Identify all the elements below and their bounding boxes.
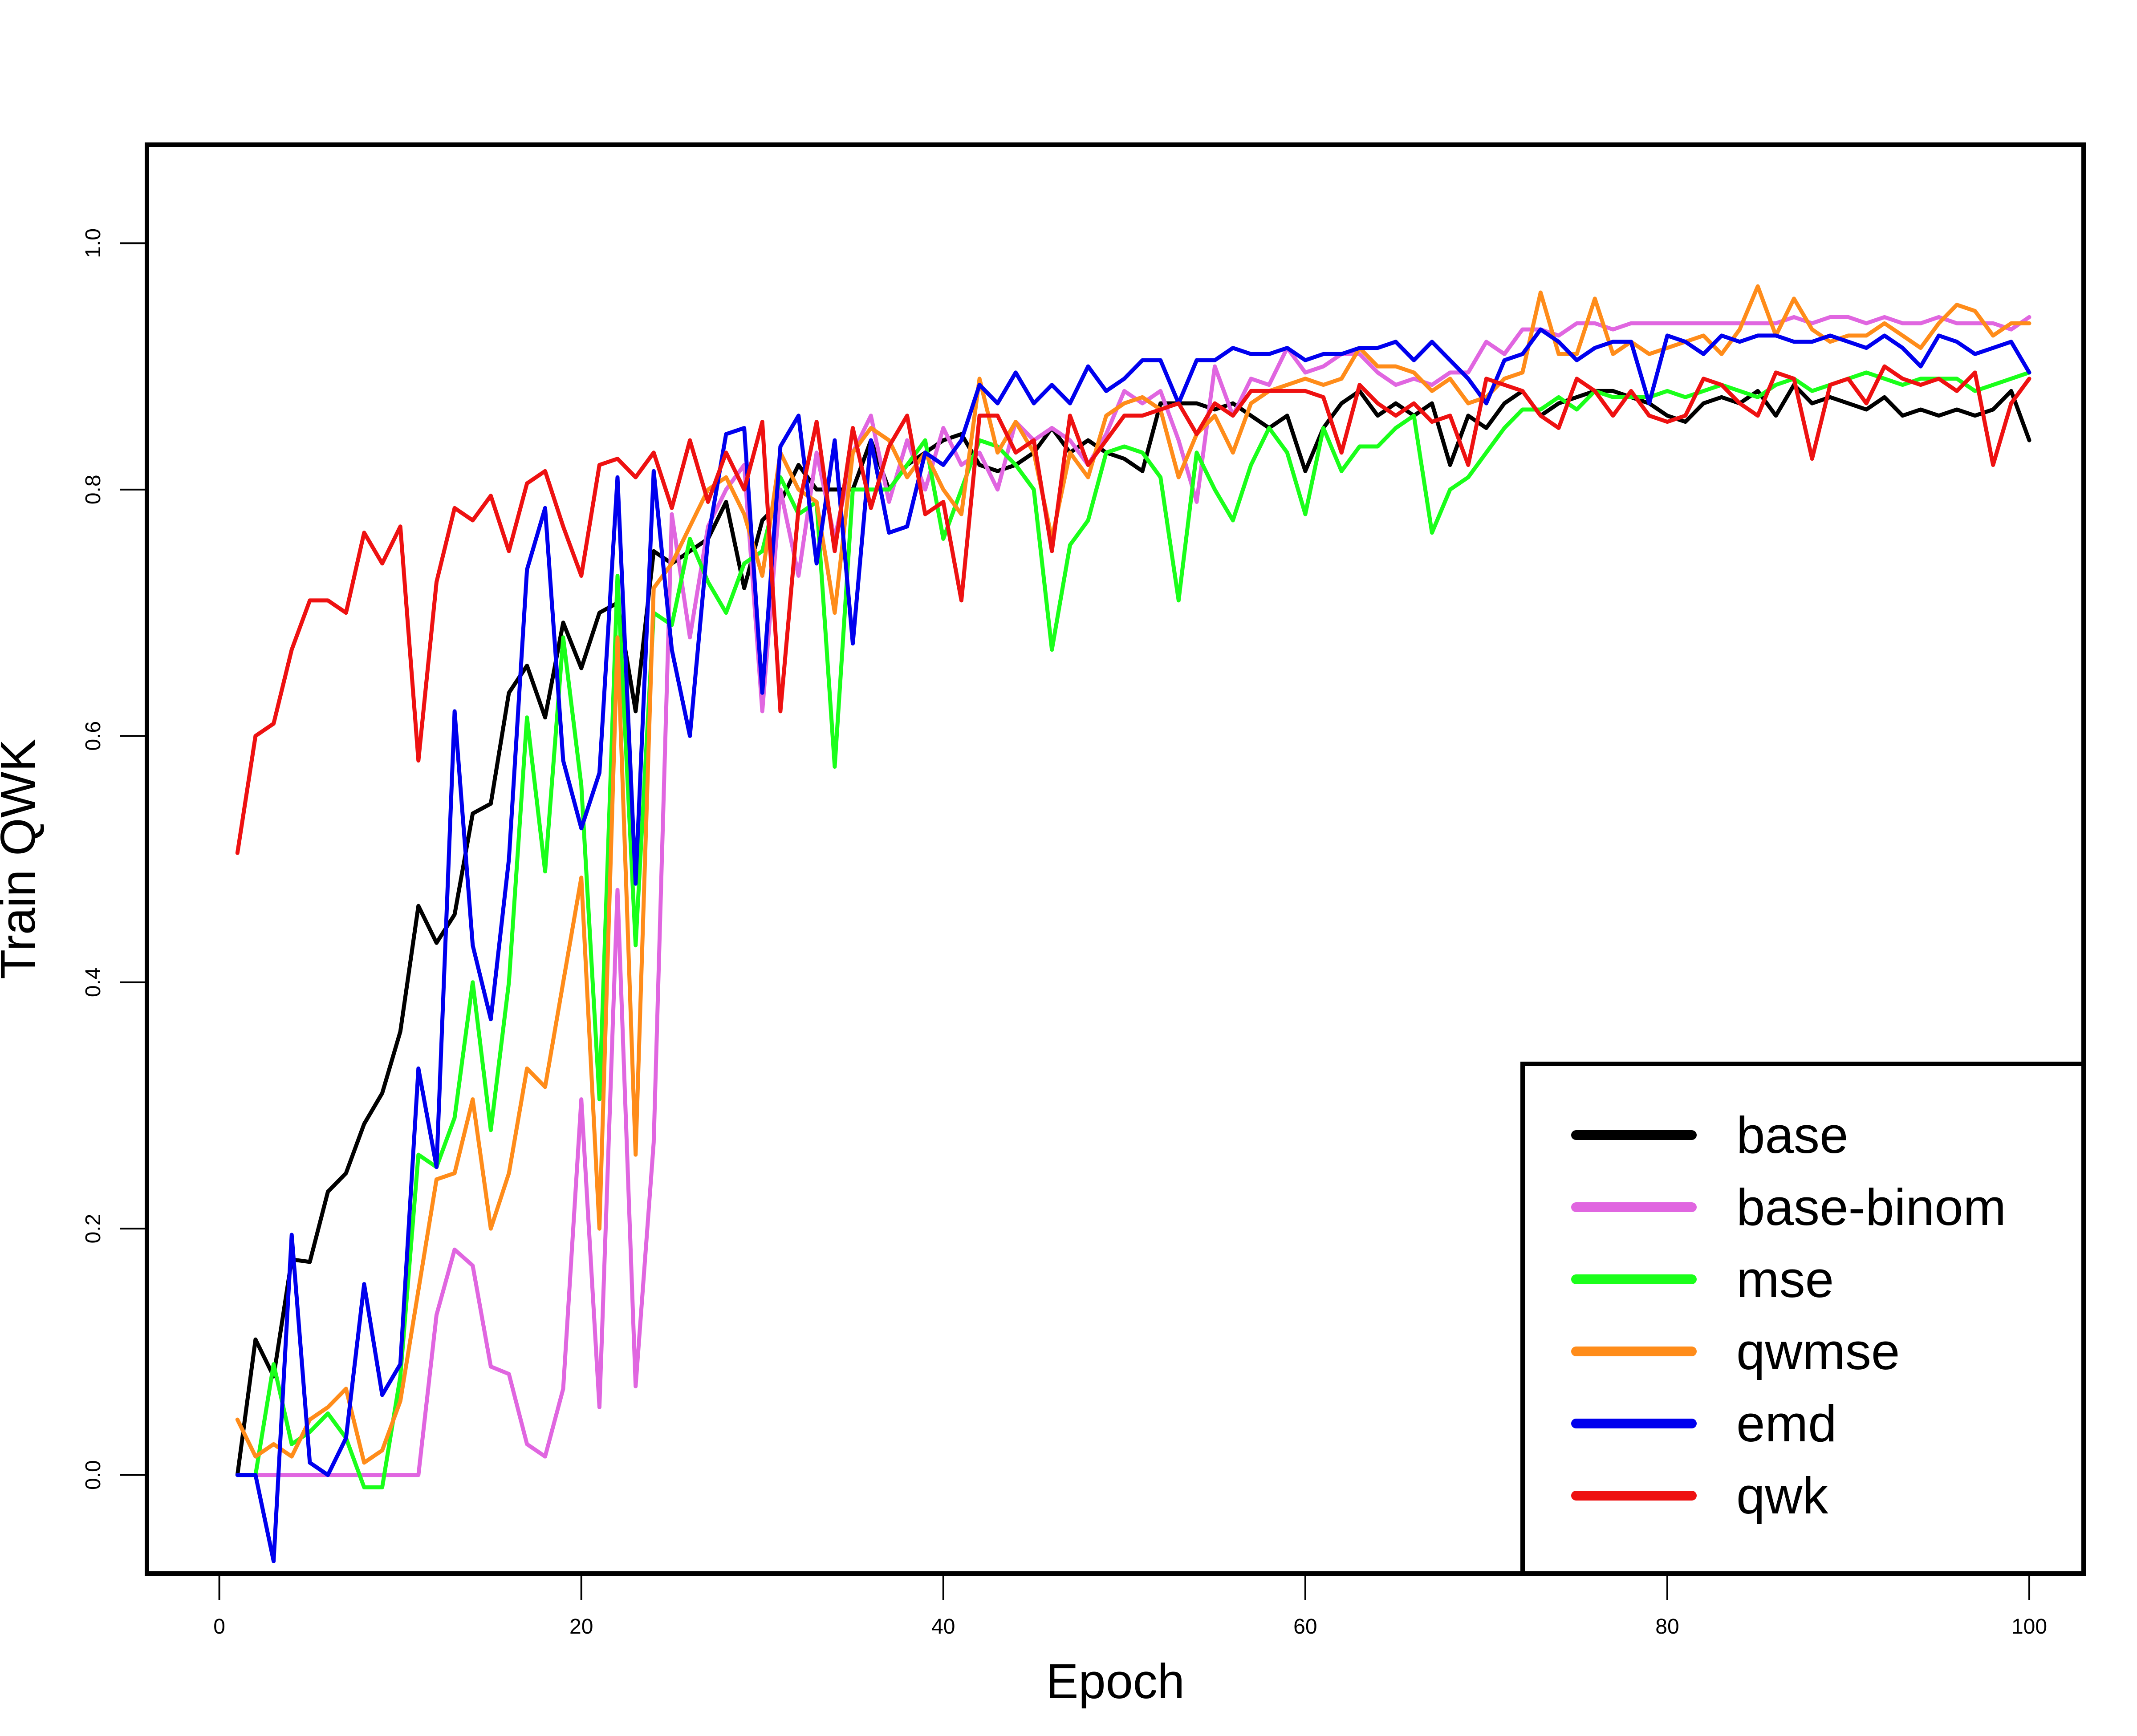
x-tick-label: 40 — [931, 1615, 955, 1639]
legend-label: base-binom — [1736, 1178, 2006, 1236]
legend: base base-binom mse qwmse emd qwk — [1520, 1062, 2086, 1576]
y-axis-title: Train QWK — [0, 739, 45, 979]
x-tick-label: 60 — [1293, 1615, 1317, 1639]
legend-label: mse — [1736, 1250, 1834, 1308]
series-line-base — [235, 383, 2031, 1477]
x-tick-label: 0 — [213, 1615, 225, 1639]
series-line-base-binom — [235, 315, 2031, 1477]
y-tick-label: 0.4 — [81, 967, 105, 997]
x-tick-label: 100 — [2011, 1615, 2047, 1639]
legend-box — [1520, 1062, 2086, 1576]
legend-label: emd — [1736, 1395, 1837, 1452]
y-tick-label: 0.8 — [81, 475, 105, 504]
plot-frame — [145, 142, 2086, 1576]
y-tick-label: 0.0 — [81, 1460, 105, 1490]
legend-label: base — [1736, 1106, 1849, 1164]
series-line-qwmse — [235, 284, 2031, 1465]
y-tick-label: 1.0 — [81, 228, 105, 258]
legend-label: qwk — [1736, 1467, 1828, 1525]
x-tick-label: 80 — [1655, 1615, 1679, 1639]
x-axis-title: Epoch — [1046, 1654, 1185, 1709]
series-lines — [235, 284, 2031, 1563]
y-tick-label: 0.6 — [81, 721, 105, 751]
legend-label: qwmse — [1736, 1322, 1900, 1380]
x-tick-label: 20 — [569, 1615, 593, 1639]
series-line-qwk — [235, 364, 2031, 855]
series-line-mse — [235, 370, 2031, 1489]
series-line-emd — [235, 327, 2031, 1563]
y-tick-label: 0.2 — [81, 1214, 105, 1244]
